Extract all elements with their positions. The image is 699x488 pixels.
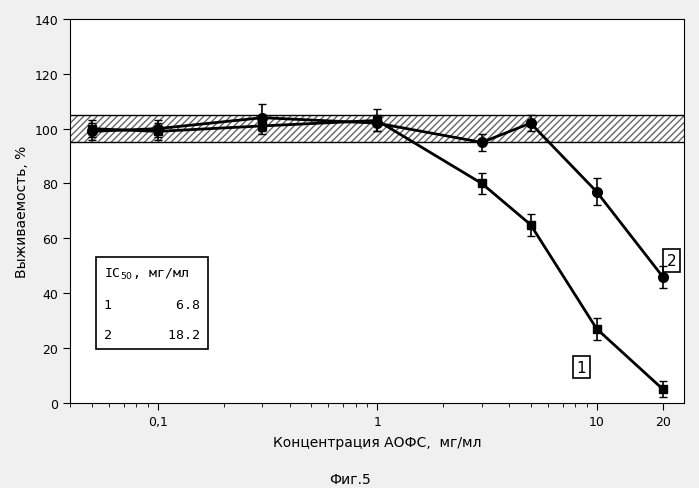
Text: Фиг.5: Фиг.5 (329, 472, 370, 486)
Y-axis label: Выживаемость, %: Выживаемость, % (15, 145, 29, 278)
Text: 1: 1 (577, 360, 586, 375)
Bar (70, 116, 684, 143)
Text: IC$_{50}$, мг/мл

1        6.8

2       18.2: IC$_{50}$, мг/мл 1 6.8 2 18.2 (104, 266, 200, 341)
Text: 2: 2 (667, 253, 677, 268)
X-axis label: Концентрация АОФС,  мг/мл: Концентрация АОФС, мг/мл (273, 435, 482, 448)
